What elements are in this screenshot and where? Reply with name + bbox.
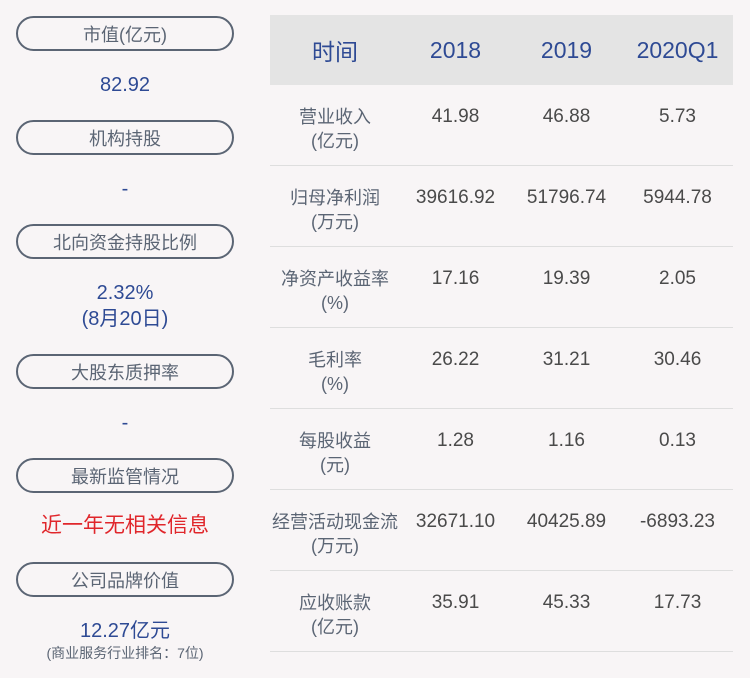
metric-name: 归母净利润	[290, 188, 380, 208]
table-row: 经营活动现金流 (万元) 32671.10 40425.89 -6893.23	[270, 490, 733, 571]
table-row: 净资产收益率 (%) 17.16 19.39 2.05	[270, 247, 733, 328]
cell: 40425.89	[526, 511, 607, 532]
label-text: 机构持股	[89, 128, 161, 149]
northbound-holdings-value: 2.32%	[96, 282, 154, 304]
cell: 17.73	[653, 592, 702, 613]
market-cap-value: 82.92	[99, 74, 151, 96]
metric-name: 毛利率	[308, 350, 362, 370]
table-row: 归母净利润 (万元) 39616.92 51796.74 5944.78	[270, 166, 733, 247]
header-2018: 2018	[429, 36, 482, 63]
cell: 17.16	[431, 268, 480, 289]
table-row: 每股收益 (元) 1.28 1.16 0.13	[270, 409, 733, 490]
cell: 5.73	[659, 106, 696, 127]
metric-unit: (%)	[321, 374, 349, 394]
row-label: 应收账款 (亿元)	[270, 571, 400, 639]
metric-name: 经营活动现金流	[272, 512, 398, 532]
table-row: 应收账款 (亿元) 35.91 45.33 17.73	[270, 571, 733, 652]
metric-unit: (%)	[321, 293, 349, 313]
label-text: 公司品牌价值	[71, 570, 179, 591]
pledge-ratio-value: -	[121, 412, 129, 434]
metric-unit: (万元)	[311, 536, 359, 556]
brand-value-label: 公司品牌价值	[16, 562, 234, 597]
pledge-ratio-label: 大股东质押率	[16, 354, 234, 389]
label-text: 最新监管情况	[71, 466, 179, 487]
label-text: 大股东质押率	[71, 362, 179, 383]
metric-name: 营业收入	[299, 107, 371, 127]
cell: 51796.74	[526, 187, 607, 208]
market-cap-label: 市值(亿元)	[16, 16, 234, 51]
cell: 0.13	[659, 430, 696, 451]
northbound-holdings-label: 北向资金持股比例	[16, 224, 234, 259]
header-2019: 2019	[540, 36, 593, 63]
financial-table: 时间 2018 2019 2020Q1 营业收入 (亿元) 41.98 46.88…	[270, 15, 733, 652]
metric-name: 净资产收益率	[281, 269, 389, 289]
cell: 31.21	[542, 349, 591, 370]
cell: 30.46	[653, 349, 702, 370]
cell: 41.98	[431, 106, 480, 127]
row-label: 经营活动现金流 (万元)	[270, 490, 400, 558]
header-time: 时间	[312, 39, 358, 65]
cell: 32671.10	[415, 511, 496, 532]
table-header: 时间 2018 2019 2020Q1	[270, 15, 733, 85]
northbound-holdings-date: (8月20日)	[81, 308, 169, 330]
regulatory-status-value: 近一年无相关信息	[41, 514, 209, 537]
row-label: 每股收益 (元)	[270, 409, 400, 477]
brand-value-value: 12.27亿元	[79, 620, 171, 642]
table-row: 营业收入 (亿元) 41.98 46.88 5.73	[270, 85, 733, 166]
cell: -6893.23	[639, 511, 715, 532]
row-label: 归母净利润 (万元)	[270, 166, 400, 234]
regulatory-status-label: 最新监管情况	[16, 458, 234, 493]
row-label: 净资产收益率 (%)	[270, 247, 400, 315]
metric-unit: (亿元)	[311, 131, 359, 151]
cell: 46.88	[542, 106, 591, 127]
metric-unit: (元)	[320, 455, 350, 475]
cell: 26.22	[431, 349, 480, 370]
table-row: 毛利率 (%) 26.22 31.21 30.46	[270, 328, 733, 409]
metric-name: 应收账款	[299, 593, 371, 613]
metric-unit: (万元)	[311, 212, 359, 232]
institutional-holdings-value: -	[121, 178, 129, 200]
cell: 1.28	[437, 430, 474, 451]
institutional-holdings-label: 机构持股	[16, 120, 234, 155]
row-label: 毛利率 (%)	[270, 328, 400, 396]
cell: 45.33	[542, 592, 591, 613]
cell: 2.05	[659, 268, 696, 289]
label-text: 北向资金持股比例	[53, 232, 197, 253]
cell: 39616.92	[415, 187, 496, 208]
metric-unit: (亿元)	[311, 617, 359, 637]
cell: 35.91	[431, 592, 480, 613]
row-label: 营业收入 (亿元)	[270, 85, 400, 153]
brand-value-rank-note: (商业服务行业排名：7位)	[46, 645, 204, 661]
header-2020q1: 2020Q1	[636, 36, 719, 63]
cell: 1.16	[548, 430, 585, 451]
cell: 5944.78	[643, 187, 712, 208]
cell: 19.39	[542, 268, 591, 289]
label-text: 市值(亿元)	[83, 24, 167, 45]
metric-name: 每股收益	[299, 431, 371, 451]
